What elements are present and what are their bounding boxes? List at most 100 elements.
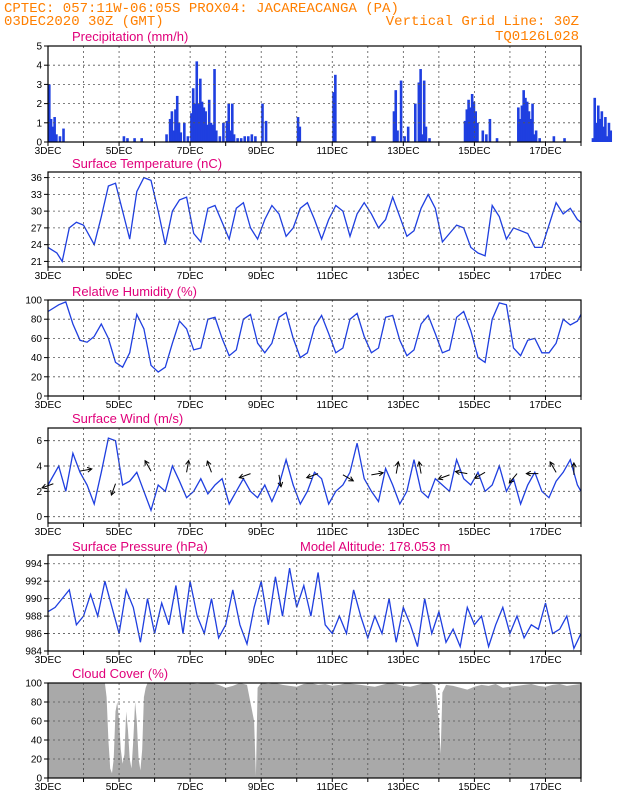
humidity-panel: Relative Humidity (%) 0 20 40 60 80 100 3DEC 5D… — [25, 284, 582, 411]
wind-arrow — [454, 469, 468, 476]
precip-bar — [51, 126, 55, 142]
wind-arrow-shaft — [342, 474, 354, 482]
precip-bar — [186, 136, 190, 142]
precip-bar — [524, 97, 527, 142]
precip-bar — [236, 138, 239, 142]
precip-bar — [229, 130, 232, 142]
wind-arrow-shaft — [395, 461, 399, 474]
precip-bar — [413, 103, 417, 142]
wind-arrow-head — [110, 489, 116, 496]
x-tick-label: 13DEC — [387, 527, 419, 538]
y-tick-label: 988 — [25, 612, 42, 623]
wind-title: Surface Wind (m/s) — [72, 411, 183, 426]
precip-bar — [207, 99, 211, 142]
precip-bar — [58, 136, 62, 142]
precip-bar — [605, 136, 609, 142]
x-tick-label: 15DEC — [458, 400, 490, 411]
y-tick-label: 20 — [31, 372, 43, 383]
wind-panel: Surface Wind (m/s) 0 2 4 6 3DEC 5DEC 7DEC 9DEC 1… — [35, 411, 582, 538]
pres-series-line — [47, 567, 582, 651]
precip-bar — [239, 138, 243, 142]
y-tick-label: 40 — [31, 736, 43, 747]
wind-arrow — [185, 459, 191, 473]
precip-bar — [598, 118, 602, 142]
x-tick-label: 9DEC — [248, 146, 275, 157]
precip-bar — [467, 99, 470, 142]
y-tick-label: 30 — [31, 207, 43, 218]
header-date: 03DEC2020 30Z (GMT) — [4, 14, 164, 30]
precip-bar — [406, 126, 410, 142]
y-tick-label: 3 — [36, 80, 42, 91]
precip-bar — [165, 134, 168, 142]
y-tick-label: 27 — [31, 223, 43, 234]
pressure-title: Surface Pressure (hPa) — [72, 539, 208, 554]
y-tick-label: 0 — [36, 774, 42, 785]
precip-bar — [538, 138, 541, 142]
precip-bar — [465, 109, 469, 142]
x-tick-label: 3DEC — [35, 655, 62, 666]
precip-bar — [373, 136, 376, 142]
x-tick-label: 13DEC — [387, 655, 419, 666]
y-tick-label: 36 — [31, 173, 43, 184]
wind-arrow-head — [437, 474, 444, 481]
precip-bar — [177, 122, 181, 142]
wind-arrow-shaft — [438, 474, 450, 480]
precip-bar — [474, 111, 477, 142]
y-tick-label: 100 — [25, 679, 42, 690]
precip-bar — [591, 138, 595, 142]
precip-bar — [485, 134, 488, 142]
rh-series-line — [47, 301, 582, 373]
cloud-cover-title: Cloud Cover (%) — [72, 666, 168, 681]
precip-bar — [522, 90, 525, 142]
precip-bar — [534, 130, 538, 142]
wind-arrow-head — [454, 469, 461, 476]
wind-arrow-shaft — [186, 460, 190, 473]
x-tick-label: 15DEC — [458, 271, 490, 282]
wind-arrow-head — [277, 481, 284, 488]
x-tick-label: 17DEC — [529, 271, 561, 282]
cloud-cover-panel: Cloud Cover (%) 0 20 40 60 80 100 3DEC 5DEC 7DEC… — [25, 666, 582, 793]
temperature-panel: Surface Temperature (nC) 21 24 27 30 33 36 3DE… — [31, 156, 582, 282]
precip-bar — [211, 124, 215, 142]
precip-bar — [204, 111, 207, 142]
precip-bar — [296, 117, 300, 142]
precip-bar — [174, 109, 177, 142]
wind-arrow-head — [571, 461, 577, 468]
wind-arrow-head — [41, 483, 48, 490]
precip-bar — [392, 111, 396, 142]
wind-arrow-head — [86, 466, 93, 473]
y-tick-label: 5 — [36, 42, 42, 53]
x-tick-label: 5DEC — [106, 527, 133, 538]
humidity-title: Relative Humidity (%) — [72, 284, 197, 299]
y-tick-label: 984 — [25, 647, 42, 658]
wind-arrow — [277, 474, 284, 488]
x-tick-label: 15DEC — [458, 527, 490, 538]
precip-bar — [463, 120, 467, 142]
precip-bar — [476, 122, 479, 142]
x-tick-label: 17DEC — [529, 527, 561, 538]
x-tick-label: 11DEC — [317, 400, 349, 411]
plot-frame — [47, 427, 582, 524]
wind-arrow — [371, 470, 385, 477]
precip-bar — [264, 120, 268, 142]
precip-bar — [419, 69, 422, 142]
x-tick-label: 3DEC — [35, 527, 62, 538]
precip-bar — [394, 90, 398, 142]
y-tick-label: 60 — [31, 334, 43, 345]
precip-bar — [470, 94, 474, 142]
x-tick-label: 9DEC — [248, 527, 275, 538]
x-tick-label: 17DEC — [529, 782, 561, 793]
y-tick-label: 0 — [36, 392, 42, 403]
y-tick-label: 994 — [25, 559, 42, 570]
y-tick-label: 990 — [25, 594, 42, 605]
precip-bar — [195, 61, 199, 142]
model-altitude-label: Model Altitude: 178.053 m — [300, 539, 450, 554]
precip-bar — [62, 128, 65, 142]
plot-frame — [47, 45, 582, 143]
precip-bar — [472, 101, 476, 142]
y-tick-label: 986 — [25, 629, 42, 640]
y-tick-label: 21 — [31, 257, 43, 268]
x-tick-label: 7DEC — [177, 527, 204, 538]
wind-arrow-head — [348, 476, 355, 482]
precip-bar — [518, 118, 522, 142]
